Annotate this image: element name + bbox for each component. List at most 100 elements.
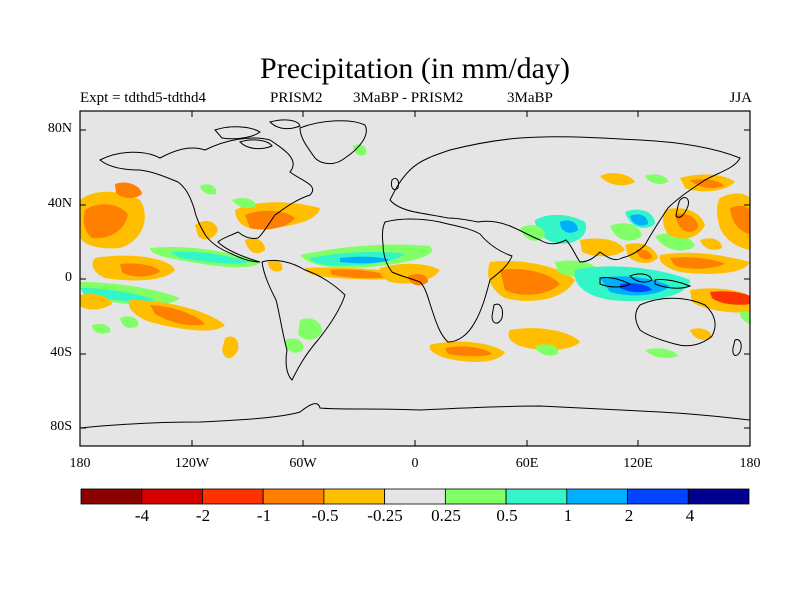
anomaly-patch xyxy=(710,291,750,305)
coastline-japan xyxy=(675,197,689,218)
anomaly-patch xyxy=(83,204,128,239)
lon-label-60e: 60E xyxy=(515,456,539,471)
anomaly-patch xyxy=(560,220,578,233)
model2-label: 3MaBP xyxy=(507,90,553,106)
lon-label-180-right: 180 xyxy=(739,456,761,471)
coastline-canadian-arctic xyxy=(214,119,301,150)
colorbar-swatch xyxy=(505,488,568,505)
colorbar-label: 2 xyxy=(624,506,634,525)
colorbar-label: 0.25 xyxy=(431,506,461,525)
anomaly-patch xyxy=(675,213,698,232)
lon-label-60w: 60W xyxy=(289,456,317,471)
colorbar-swatch xyxy=(202,488,264,505)
colorbar-swatch xyxy=(384,488,446,505)
anomaly-patch xyxy=(636,249,652,260)
coastline-africa xyxy=(381,218,513,343)
anomaly-patch xyxy=(690,179,724,188)
anomaly-patch xyxy=(645,348,678,358)
coastline-british-isles xyxy=(391,177,399,191)
colorbar-label: -4 xyxy=(134,506,150,525)
anomaly-patch xyxy=(580,238,625,257)
lat-label-40s: 40S xyxy=(50,345,72,360)
anomaly-patch xyxy=(620,283,652,293)
coastlines xyxy=(80,119,750,429)
anomaly-patches xyxy=(80,144,750,362)
lat-label-80n: 80N xyxy=(47,121,72,136)
colorbar-swatch xyxy=(444,488,507,505)
anomaly-patch xyxy=(120,263,160,277)
anomaly-patch xyxy=(408,274,428,286)
lon-label-120e: 120E xyxy=(623,456,653,471)
anomaly-patch xyxy=(630,214,648,226)
season-label: JJA xyxy=(729,90,752,106)
lat-label-0: 0 xyxy=(65,270,72,285)
anomaly-patch xyxy=(200,184,217,195)
anomaly-patch xyxy=(500,268,560,295)
lon-label-0: 0 xyxy=(411,456,419,471)
anomaly-patch xyxy=(120,316,139,328)
coastline-indonesia xyxy=(599,273,692,289)
anomaly-patch xyxy=(535,214,587,244)
anomaly-patch xyxy=(340,256,390,264)
map-title: Precipitation (in mm/day) xyxy=(260,52,570,85)
map-ticks xyxy=(80,111,750,446)
colorbar-label: -2 xyxy=(195,506,211,525)
anomaly-patch xyxy=(645,174,668,184)
model-label: PRISM2 xyxy=(270,90,323,106)
anomaly-patch xyxy=(508,328,580,351)
colorbar-label: -1 xyxy=(256,506,272,525)
anomaly-patch xyxy=(670,257,725,269)
colorbar-label: 4 xyxy=(685,506,695,525)
coastline-greenland xyxy=(299,120,367,165)
coastline-south-america xyxy=(261,259,346,381)
anomaly-patch xyxy=(700,238,722,250)
anomaly-patch xyxy=(610,223,642,241)
anomaly-patch xyxy=(170,251,250,264)
anomaly-patch xyxy=(445,346,492,357)
anomaly-patch xyxy=(353,144,367,156)
anomaly-patch xyxy=(245,238,265,254)
colorbar xyxy=(80,488,750,505)
anomaly-patch xyxy=(245,210,295,230)
colorbar-swatch xyxy=(687,488,750,505)
lat-label-40n: 40N xyxy=(47,196,72,211)
coastline-north-america xyxy=(99,137,313,263)
anomaly-patch xyxy=(222,336,239,359)
anomaly-patch xyxy=(80,294,112,310)
colorbar-swatch xyxy=(627,488,689,505)
anomaly-patch xyxy=(740,311,750,324)
coastline-new-zealand xyxy=(732,339,742,356)
anomaly-patch xyxy=(600,173,635,186)
experiment-label: Expt = tdthd5-tdthd4 xyxy=(80,90,206,106)
colorbar-swatch xyxy=(80,488,143,505)
anomaly-patch xyxy=(92,323,111,334)
period-label: 3MaBP - PRISM2 xyxy=(353,90,464,106)
coastline-australia xyxy=(635,297,716,347)
lat-label-80s: 80S xyxy=(50,419,72,434)
colorbar-label: 0.5 xyxy=(496,506,518,525)
anomaly-patch xyxy=(232,198,256,208)
anomaly-patch xyxy=(690,328,712,340)
coastline-antarctica xyxy=(80,403,750,429)
anomaly-patch xyxy=(150,305,205,326)
anomaly-patch xyxy=(268,260,283,272)
lon-label-120w: 120W xyxy=(174,456,210,471)
colorbar-label: -0.25 xyxy=(367,506,403,525)
coastline-europe-asia xyxy=(389,136,741,263)
colorbar-swatch xyxy=(566,488,628,505)
colorbar-swatch xyxy=(141,488,203,505)
anomaly-patch xyxy=(330,269,392,279)
coastline-madagascar xyxy=(491,303,503,324)
anomaly-patch xyxy=(730,205,750,234)
colorbar-swatch xyxy=(323,488,386,505)
anomaly-patch xyxy=(285,338,304,353)
anomaly-patch xyxy=(535,344,559,356)
colorbar-label: -0.5 xyxy=(311,506,339,525)
colorbar-label: 1 xyxy=(563,506,573,525)
anomaly-patch xyxy=(520,225,545,241)
anomaly-patch xyxy=(298,318,322,340)
lon-label-180-left: 180 xyxy=(69,456,91,471)
colorbar-swatch xyxy=(262,488,325,505)
anomaly-patch xyxy=(80,288,155,302)
